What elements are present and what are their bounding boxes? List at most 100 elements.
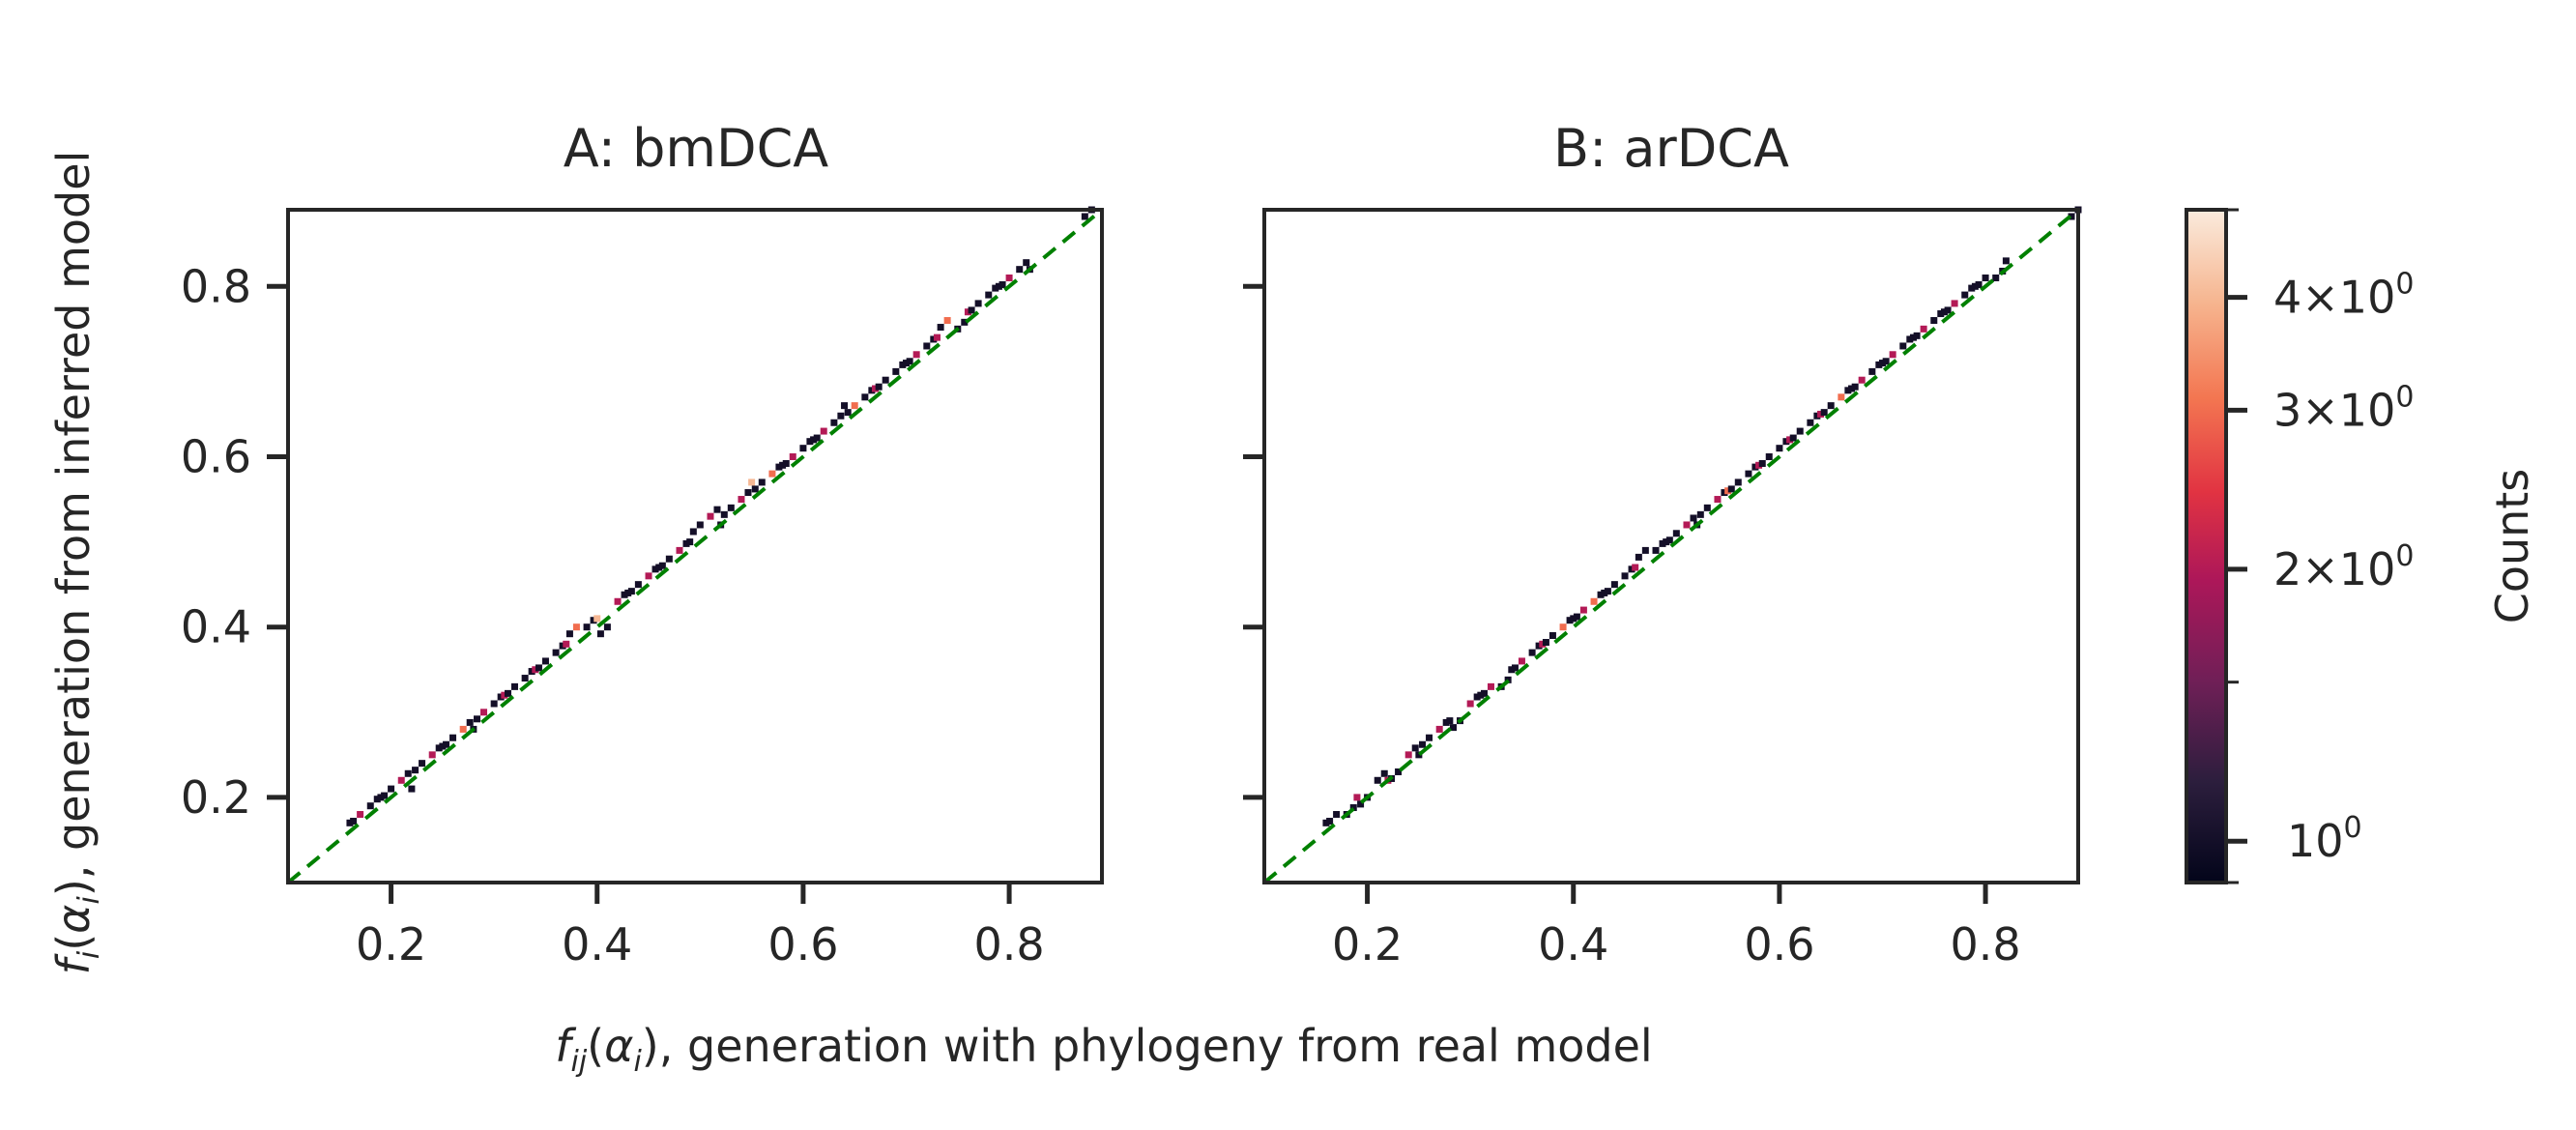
panel-b-cell — [1632, 564, 1639, 571]
panel-b-cell — [1411, 744, 1419, 752]
panel-a-cell — [851, 402, 858, 410]
panel-a-cell — [596, 630, 604, 638]
panel-a-cell — [490, 700, 498, 708]
panel-b-cell — [1820, 409, 1828, 417]
panel-b-cell — [1573, 613, 1580, 621]
panel-a-cell — [408, 785, 416, 793]
panel-b-cell — [1446, 717, 1454, 725]
panel-b-cell — [1817, 410, 1825, 418]
panel-b-cell — [1827, 402, 1835, 410]
panel-a-frame — [286, 208, 1104, 884]
panel-b-title: B: arDCA — [1553, 118, 1789, 179]
panel-a-cell — [682, 539, 690, 547]
colorbar-tick-label: 2×100 — [2273, 539, 2414, 595]
panel-b-cell — [1353, 794, 1361, 801]
panel-b-cell — [1920, 325, 1927, 333]
panel-a-cell — [621, 591, 628, 598]
panel-a-cell — [882, 376, 889, 384]
panel-a-cell — [593, 615, 601, 623]
panel-b-cell — [1776, 445, 1783, 452]
panel-a-cell — [651, 565, 659, 573]
panel-a-cell — [563, 640, 570, 648]
panel-b-cell — [1813, 412, 1821, 420]
panel-b-cell — [1755, 461, 1763, 469]
panel-b-cell — [1635, 553, 1642, 561]
panel-a-cell — [510, 682, 518, 690]
panel-a-cell — [844, 409, 852, 417]
panel-a-cell — [655, 564, 663, 571]
panel-b-cell — [1745, 470, 1752, 478]
panel-b-cell — [1380, 769, 1388, 777]
panel-b-x-tick-label: 0.4 — [1538, 918, 1608, 971]
panel-a-cell — [727, 504, 735, 511]
panel-a-y-tick-label: 0.8 — [181, 260, 251, 312]
panel-a-cell — [676, 546, 683, 554]
panel-a-cell — [820, 427, 827, 435]
panel-b-cell — [1724, 487, 1732, 495]
panel-a-cell — [686, 538, 694, 546]
panel-a-x-tick-label: 0.4 — [562, 918, 632, 971]
colorbar-tick-label: 100 — [2287, 811, 2362, 867]
panel-a-cell — [404, 769, 412, 777]
panel-a-cell — [1023, 259, 1030, 267]
panel-b-cell — [1982, 274, 1989, 281]
panel-b-cell — [1992, 274, 2000, 281]
panel-b-cell — [1889, 351, 1896, 359]
panel-b-cell — [1971, 282, 1979, 290]
panel-a-cell — [1005, 274, 1013, 281]
panel-a-cell — [565, 630, 573, 638]
colorbar-tick-label: 4×100 — [2273, 268, 2414, 324]
panel-a-cell — [583, 623, 591, 631]
panel-a-cell — [590, 617, 597, 624]
panel-a-cell — [459, 725, 467, 733]
panel-a-cell — [535, 664, 542, 672]
panel-b-cell — [1721, 489, 1728, 497]
panel-b-cell — [1838, 393, 1845, 401]
panel-b-cell — [1782, 438, 1790, 446]
panel-b-cell — [1480, 689, 1488, 697]
panel-a-heatmap-cells — [346, 206, 1095, 826]
y-axis-label: fi(αi), generation from inferred model — [47, 151, 106, 975]
panel-b-cell — [1968, 284, 1976, 292]
panel-b-cell — [1487, 682, 1494, 690]
panel-b-cell — [2002, 257, 2010, 265]
panel-b-cell — [1765, 452, 1773, 460]
panel-a-cell — [552, 649, 560, 656]
panel-b-cell — [1951, 300, 1958, 307]
panel-b-cell — [1326, 818, 1334, 826]
panel-a-cell — [412, 767, 420, 774]
panel-a-cell — [789, 452, 796, 460]
panel-b-cell — [1909, 333, 1917, 341]
panel-a-cell — [428, 751, 436, 759]
panel-b-cell — [1663, 538, 1670, 546]
panel-a-cell — [875, 383, 883, 391]
panel-b-cell — [1913, 332, 1921, 339]
panel-b-cell — [1426, 734, 1433, 741]
panel-a-cell — [768, 470, 776, 478]
panel-b-cell — [1473, 693, 1481, 701]
panel-b-cell — [1518, 657, 1525, 665]
panel-b-cell — [1566, 617, 1574, 624]
panel-b-frame — [1262, 208, 2080, 884]
panel-a-cell — [658, 562, 666, 569]
panel-a-y-tick-label: 0.4 — [181, 601, 251, 653]
panel-a-cell — [912, 351, 920, 359]
panel-b-cell — [1751, 463, 1759, 471]
panel-b-cell — [1450, 724, 1458, 732]
panel-a-cell — [813, 434, 821, 442]
panel-a-cell — [501, 691, 508, 699]
colorbar-gradient — [2185, 208, 2228, 884]
panel-a-cell — [528, 668, 535, 676]
panel-b-cell — [1961, 291, 1969, 299]
panel-a-cell — [521, 675, 529, 682]
panel-a-cell — [720, 510, 728, 518]
panel-a-cell — [806, 438, 814, 446]
panel-b-cell — [1807, 419, 1814, 426]
panel-a-cell — [748, 478, 756, 486]
panel-a-cell — [992, 284, 999, 292]
panel-b-cell — [1652, 546, 1660, 554]
panel-b-cell — [1665, 536, 1673, 544]
panel-a-cell — [466, 718, 474, 726]
panel-b-cell — [2068, 213, 2075, 220]
